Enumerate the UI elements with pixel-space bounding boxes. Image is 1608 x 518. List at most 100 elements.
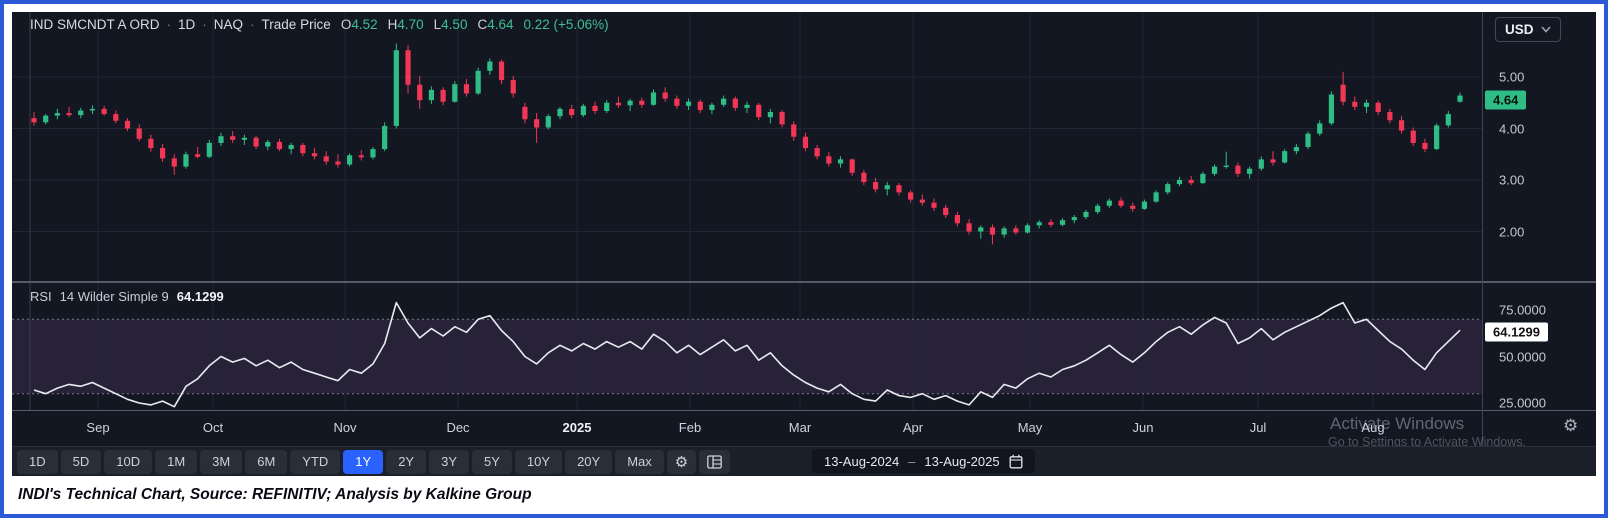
candle-body: [721, 98, 727, 105]
candle-body: [1176, 180, 1183, 185]
candle-body: [919, 199, 925, 203]
candle-body: [604, 102, 610, 111]
candle-body: [43, 115, 49, 123]
month-label[interactable]: Jun: [1132, 420, 1154, 435]
candle-body: [627, 100, 633, 106]
pane-separator[interactable]: [12, 281, 1596, 283]
range-button-20y[interactable]: 20Y: [565, 449, 613, 474]
month-label[interactable]: Sep: [86, 420, 110, 435]
year-label[interactable]: 2025: [562, 420, 592, 435]
candle-body: [1270, 159, 1276, 163]
month-label[interactable]: Oct: [202, 420, 224, 435]
range-button-max[interactable]: Max: [615, 449, 664, 474]
price-tick-label: 2.00: [1499, 224, 1525, 239]
panel-grid-icon: [707, 454, 723, 469]
rsi-indicator-pane: [12, 283, 1482, 410]
candle-body: [1340, 84, 1346, 102]
range-button-2y[interactable]: 2Y: [386, 449, 427, 474]
candle-body: [1211, 166, 1218, 174]
candle-body: [826, 156, 832, 164]
candle-body: [966, 223, 972, 232]
month-label[interactable]: Apr: [902, 420, 924, 435]
month-label[interactable]: Jul: [1249, 420, 1267, 435]
candle-body: [545, 116, 551, 128]
settings-button[interactable]: ⚙: [666, 449, 697, 474]
candle-body: [1363, 102, 1370, 107]
chevron-down-icon: [1540, 26, 1551, 33]
candle-body: [463, 84, 470, 94]
chart-caption: INDI's Technical Chart, Source: REFINITI…: [18, 486, 532, 503]
legend-separator: ·: [202, 17, 207, 32]
candle-body: [1165, 184, 1171, 193]
candle-body: [113, 114, 119, 121]
range-button-3m[interactable]: 3M: [200, 449, 243, 474]
candle-body: [592, 105, 598, 111]
month-label[interactable]: Mar: [788, 420, 812, 435]
candle-body: [1293, 147, 1299, 152]
range-button-1m[interactable]: 1M: [155, 449, 198, 474]
candle-body: [54, 113, 60, 116]
currency-selector-button[interactable]: USD: [1495, 17, 1561, 42]
range-button-1y[interactable]: 1Y: [343, 449, 384, 474]
candle-body: [908, 192, 914, 200]
candle-body: [1141, 201, 1148, 209]
candle-body: [475, 70, 481, 94]
candle-body: [1013, 228, 1019, 233]
range-button-10d[interactable]: 10D: [104, 449, 153, 474]
currency-label: USD: [1505, 22, 1534, 37]
candle-body: [557, 108, 563, 117]
candle-body: [124, 120, 131, 129]
candle-body: [148, 138, 154, 149]
price-candlestick-pane: [12, 12, 1482, 281]
candle-body: [1258, 159, 1264, 169]
candle-body: [849, 159, 855, 173]
candle-body: [1188, 180, 1194, 184]
candle-body: [522, 106, 528, 120]
candle-body: [709, 104, 715, 110]
candle-body: [440, 89, 446, 102]
rsi-band: [12, 319, 1482, 394]
candle-body: [1387, 112, 1393, 121]
candle-body: [487, 61, 493, 71]
range-button-5y[interactable]: 5Y: [472, 449, 512, 474]
range-button-5d[interactable]: 5D: [60, 449, 102, 474]
candle-body: [756, 104, 762, 118]
candle-body: [241, 137, 247, 140]
range-button-6m[interactable]: 6M: [245, 449, 288, 474]
candle-body: [569, 108, 575, 116]
time-axis[interactable]: Sep Oct Nov Dec 2025 Feb Mar Apr May Jun Jul Aug: [12, 411, 1482, 445]
gear-icon[interactable]: ⚙: [1563, 416, 1579, 435]
candle-body: [382, 125, 388, 150]
rsi-legend[interactable]: RSI 14 Wilder Simple 9 64.1299: [30, 289, 224, 304]
range-toolbar: 1D 5D 10D 1M 3M 6M YTD 1Y 2Y 3Y 5Y 10Y 20Y Max ⚙: [12, 446, 1596, 476]
candle-body: [136, 128, 142, 139]
panel-layout-button[interactable]: [699, 449, 731, 474]
range-button-ytd[interactable]: YTD: [290, 449, 341, 474]
month-label[interactable]: Nov: [333, 420, 357, 435]
candle-body: [300, 144, 306, 154]
month-label[interactable]: Aug: [1361, 420, 1385, 435]
candle-body: [814, 148, 820, 157]
candle-body: [685, 101, 692, 106]
candle-body: [1247, 168, 1253, 174]
candle-body: [1095, 205, 1101, 212]
month-label[interactable]: May: [1017, 420, 1043, 435]
candle-body: [931, 202, 937, 208]
candle-body: [650, 92, 657, 105]
date-range-picker[interactable]: 13-Aug-2024 – 13-Aug-2025: [812, 449, 1035, 473]
month-label[interactable]: Dec: [446, 420, 470, 435]
range-button-10y[interactable]: 10Y: [514, 449, 563, 474]
candle-body: [1305, 133, 1311, 148]
candle-body: [1235, 165, 1241, 174]
candle-body: [779, 112, 785, 125]
range-button-3y[interactable]: 3Y: [429, 449, 470, 474]
candle-body: [861, 172, 867, 183]
candle-body: [978, 227, 984, 232]
candle-body: [335, 161, 341, 165]
price-axis-column[interactable]: USD 5.00 4.00 3.00 2.00 4.64 75.0000 50.0000…: [1483, 12, 1596, 446]
range-button-1d[interactable]: 1D: [17, 449, 58, 474]
month-label[interactable]: Feb: [678, 420, 702, 435]
candle-body: [498, 61, 505, 81]
symbol-legend[interactable]: IND SMCNDT A ORD · 1D · NAQ · Trade Pric…: [30, 17, 609, 32]
